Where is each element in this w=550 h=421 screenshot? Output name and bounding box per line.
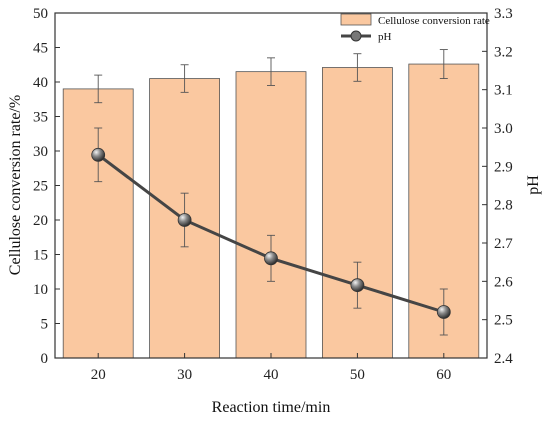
left-tick-label: 45	[33, 41, 48, 57]
right-tick-label: 2.6	[494, 274, 513, 290]
left-tick-label: 25	[33, 179, 48, 195]
right-tick-label: 3.1	[494, 83, 513, 99]
right-tick-label: 3.3	[494, 6, 513, 22]
right-tick-label: 3.2	[494, 44, 513, 60]
ph-point-30	[177, 213, 192, 227]
x-tick-label: 60	[436, 367, 451, 383]
ph-point-20	[91, 147, 106, 162]
bars-layer	[62, 63, 480, 359]
left-tick-label: 5	[41, 317, 49, 333]
bar-error-30	[180, 64, 189, 93]
left-tick-label: 10	[33, 282, 48, 298]
right-tick-label: 2.5	[494, 313, 513, 329]
right-axis-title: pH	[525, 175, 542, 195]
right-tick-label: 2.7	[494, 236, 513, 252]
bar-error-40	[267, 57, 275, 86]
legend-bar-swatch	[340, 13, 372, 26]
bar-error-bars	[94, 49, 448, 104]
left-tick-label: 30	[33, 144, 48, 160]
ph-point-60	[436, 305, 451, 319]
legend-bar-label: Cellulose conversion rate	[378, 15, 490, 27]
legend-line-marker	[350, 30, 362, 42]
left-tick-label: 0	[41, 351, 49, 367]
x-axis-title: Reaction time/min	[212, 399, 331, 416]
x-tick-label: 30	[177, 367, 192, 383]
ph-line-layer	[91, 127, 451, 336]
left-tick-label: 40	[33, 75, 48, 91]
left-tick-label: 15	[33, 248, 48, 264]
bar-error-60	[439, 49, 448, 80]
x-tick-label: 20	[91, 367, 106, 383]
legend: Cellulose conversion rate pH	[340, 13, 490, 43]
bar-40	[235, 71, 307, 359]
ph-point-50	[350, 278, 365, 293]
left-axis-ticks: 0 5 10 15 20 25 30 35 40 45 50	[33, 6, 60, 367]
x-axis-ticks: 20 30 40 50 60	[91, 353, 451, 383]
left-tick-label: 50	[33, 6, 48, 22]
ph-point-40	[264, 251, 278, 266]
left-tick-label: 20	[33, 213, 48, 229]
right-tick-label: 2.9	[494, 159, 513, 175]
x-tick-label: 50	[350, 367, 365, 383]
left-axis-title: Cellulose conversion rate/%	[7, 95, 24, 275]
right-tick-label: 3.0	[494, 121, 513, 137]
legend-line-label: pH	[378, 31, 392, 43]
bar-50	[321, 67, 393, 359]
x-tick-label: 40	[264, 367, 279, 383]
left-tick-label: 35	[33, 110, 48, 126]
bar-error-20	[94, 74, 103, 104]
right-tick-label: 2.4	[494, 351, 513, 367]
right-tick-label: 2.8	[494, 198, 513, 214]
right-axis-ticks: 2.4 2.5 2.6 2.7 2.8 2.9 3.0 3.1 3.2 3.3	[482, 6, 513, 367]
bar-error-50	[353, 53, 362, 82]
